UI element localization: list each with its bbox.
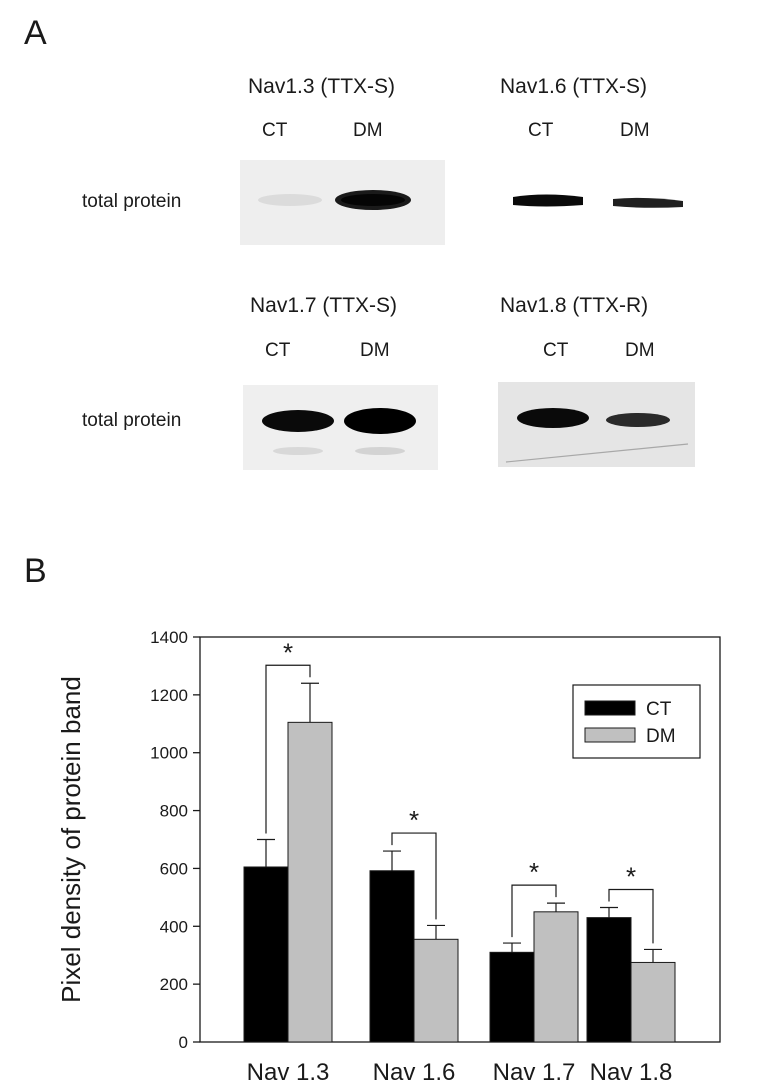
panel-b-label: B xyxy=(24,552,47,590)
significance-star: * xyxy=(283,637,293,667)
western-blot-nav16 xyxy=(513,194,683,208)
significance-star: * xyxy=(409,805,419,835)
bar-dm xyxy=(413,938,459,1043)
lane-label-ct: CT xyxy=(265,340,291,361)
bar-ct xyxy=(489,951,535,1043)
x-tick-label: Nav 1.3 xyxy=(247,1059,330,1086)
y-tick-label: 0 xyxy=(179,1033,188,1052)
significance-star: * xyxy=(529,857,539,887)
significance-bracket xyxy=(608,888,654,944)
blot-title-nav13: Nav1.3 (TTX-S) xyxy=(248,75,396,98)
legend-label-ct: CT xyxy=(646,699,672,720)
significance-star: * xyxy=(626,861,636,891)
y-tick-label: 1200 xyxy=(150,686,188,705)
bar-chart: 0 200 400 600 800 1000 1200 1400 Pixel density o… xyxy=(56,628,721,1086)
band-ct xyxy=(517,408,589,428)
lane-label-ct: CT xyxy=(543,340,569,361)
western-blot-nav18 xyxy=(498,382,695,467)
y-tick-label: 400 xyxy=(160,917,188,936)
band-dm xyxy=(344,408,416,434)
bar-ct xyxy=(243,866,289,1043)
blot-title-nav17: Nav1.7 (TTX-S) xyxy=(250,294,398,317)
bar-ct xyxy=(369,870,415,1043)
lane-label-dm: DM xyxy=(360,340,390,361)
row-label-total-protein: total protein xyxy=(82,410,182,431)
lane-label-dm: DM xyxy=(353,120,383,141)
y-tick-label: 1400 xyxy=(150,628,188,647)
legend-box xyxy=(572,684,701,759)
plot-frame xyxy=(199,636,721,1043)
x-tick-label: Nav 1.7 xyxy=(493,1059,576,1086)
lane-label-ct: CT xyxy=(262,120,288,141)
western-blot-nav13 xyxy=(240,160,445,245)
band-ct xyxy=(262,410,334,432)
blot-title-nav16: Nav1.6 (TTX-S) xyxy=(500,75,648,98)
y-tick-label: 800 xyxy=(160,802,188,821)
lane-label-dm: DM xyxy=(620,120,650,141)
significance-bracket xyxy=(391,832,437,920)
bar-dm xyxy=(287,721,333,1043)
legend-label-dm: DM xyxy=(646,726,676,747)
row-label-total-protein: total protein xyxy=(82,191,182,212)
band-dm xyxy=(613,197,683,208)
significance-bracket xyxy=(265,664,311,834)
bar-dm xyxy=(630,961,676,1043)
band-ct xyxy=(513,194,583,207)
legend-swatch-ct xyxy=(584,700,636,716)
blot-title-nav18: Nav1.8 (TTX-R) xyxy=(500,294,649,317)
legend-swatch-dm xyxy=(584,727,636,743)
lane-label-dm: DM xyxy=(625,340,655,361)
significance-bracket xyxy=(511,884,557,938)
x-tick-label: Nav 1.6 xyxy=(373,1059,456,1086)
x-tick-label: Nav 1.8 xyxy=(590,1059,673,1086)
panel-a-label: A xyxy=(24,14,47,52)
y-tick-label: 200 xyxy=(160,975,188,994)
band-dm xyxy=(606,413,670,427)
western-blot-nav17 xyxy=(243,385,438,470)
band-ct xyxy=(258,194,322,206)
bar-ct xyxy=(586,917,632,1043)
y-axis-label: Pixel density of protein band xyxy=(56,676,86,1003)
y-tick-label: 600 xyxy=(160,859,188,878)
lane-label-ct: CT xyxy=(528,120,554,141)
y-tick-label: 1000 xyxy=(150,744,188,763)
bar-dm xyxy=(533,911,579,1043)
